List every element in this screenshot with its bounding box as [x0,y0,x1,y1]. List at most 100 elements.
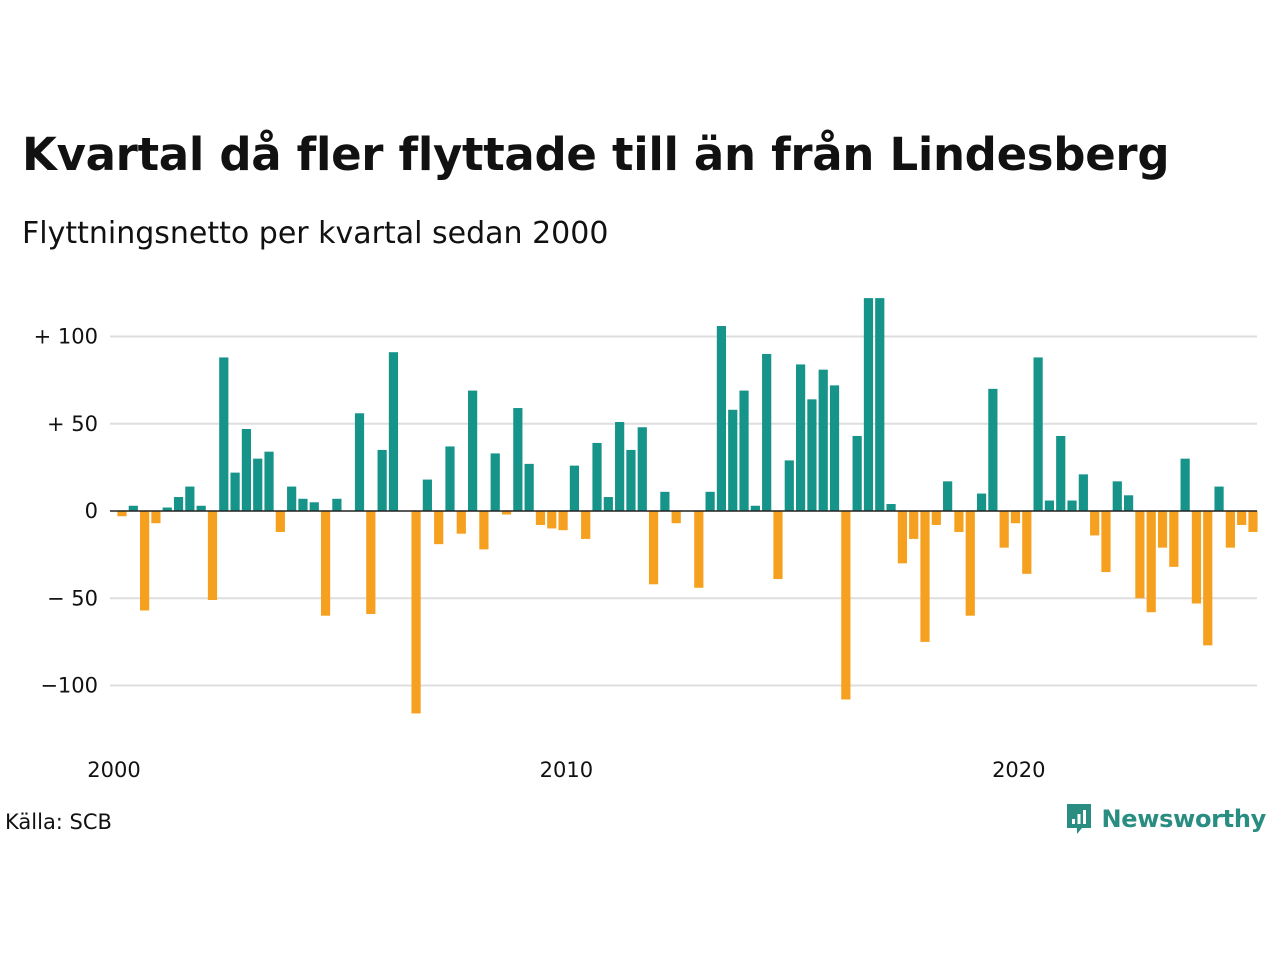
bar [140,511,150,611]
bar [1157,511,1168,548]
bar [524,463,534,511]
bar [648,511,659,585]
bar [558,511,568,531]
bar [253,458,263,511]
bar [309,502,319,511]
bar [535,511,546,525]
bar [275,511,285,532]
bar [784,460,794,511]
bar [615,422,625,511]
brand-name: Newsworthy [1101,805,1266,833]
bar [1203,511,1213,646]
bar [637,427,647,511]
bar [807,399,817,511]
x-axis-ticks: 2000 2010 2020 [87,758,1045,782]
bar [1022,511,1032,574]
bar [354,413,365,511]
bar [660,491,670,511]
bar [694,511,704,588]
bar [1123,495,1134,511]
bar [1044,500,1055,511]
chart-subtitle: Flyttningsnetto per kvartal sedan 2000 [22,216,609,251]
bar [841,511,851,700]
bar [1010,511,1021,524]
bar [388,352,399,511]
bar [581,511,591,539]
bar [739,390,749,511]
bar [501,511,512,515]
bar [897,511,907,564]
y-tick-label: + 50 [47,412,98,436]
bar [445,446,455,511]
bar [965,511,975,616]
bar [818,369,828,511]
bar [468,390,478,511]
bar [1225,511,1235,548]
bar [128,505,138,511]
bar [241,428,252,511]
bar [875,298,885,511]
y-tick-label: + 100 [34,325,98,349]
bar [852,435,862,511]
bar [796,364,806,511]
bar [422,479,432,511]
bar [456,511,466,534]
bar [716,326,727,511]
bar [151,511,161,524]
bar [207,511,218,600]
bar [479,511,489,550]
newsworthy-brand[interactable]: Newsworthy [1065,802,1266,836]
bar [219,357,229,511]
bar [547,511,557,529]
bar [320,511,331,616]
y-tick-label: 0 [85,499,98,523]
bar [954,511,964,532]
bar [603,497,613,511]
bar [920,511,930,642]
x-tick-label: 2000 [87,758,140,782]
bar [1056,435,1066,511]
bar [1135,511,1145,599]
bar [943,481,953,511]
bar [1214,486,1224,511]
source-note: Källa: SCB [5,810,112,834]
bar [230,472,240,511]
y-tick-label: − 50 [47,586,98,610]
y-axis-ticks: + 100 + 50 0 − 50 −100 [34,325,98,698]
bar [434,511,444,545]
bar [162,507,172,511]
chart-title: Kvartal då fler flyttade till än från Li… [22,128,1170,181]
x-tick-label: 2020 [992,758,1045,782]
bar [1237,511,1247,525]
bar [671,511,681,524]
bar [1090,511,1100,536]
bar [287,486,297,511]
bar [773,511,783,580]
x-tick-label: 2010 [540,758,593,782]
bar [999,511,1009,548]
newsworthy-logo-icon [1067,804,1092,834]
bar [377,449,387,511]
bar [196,505,206,511]
bar [728,409,738,511]
bar [829,385,840,511]
bar [931,511,941,525]
bar [490,453,500,511]
bar [298,498,308,511]
bar [1180,458,1190,511]
bar [976,493,987,511]
grid-lines [110,335,1257,687]
bar [569,465,579,511]
bar [1248,511,1258,532]
bar [1067,500,1077,511]
bar [592,442,602,511]
bar [1191,511,1202,604]
bar [750,505,760,511]
bar [173,497,184,511]
y-tick-label: −100 [40,674,98,698]
bar [1146,511,1156,613]
bar [762,353,772,511]
bar [117,511,127,517]
bar [1112,481,1122,511]
bar [705,491,715,511]
